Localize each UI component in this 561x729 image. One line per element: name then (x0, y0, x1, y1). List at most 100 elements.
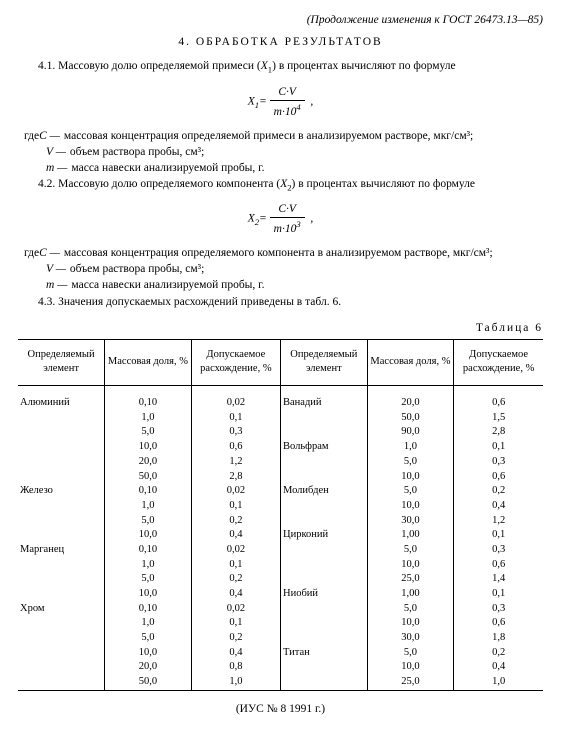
paragraph-4-1: 4.1. Массовую долю определяемой примеси … (18, 58, 543, 75)
f1-den-a: m·10 (274, 105, 297, 117)
table-cell (18, 455, 105, 470)
table-cell: Марганец (18, 543, 105, 558)
definitions-2: где C — массовая концентрация определяем… (24, 245, 543, 293)
table-cell: 0,6 (454, 616, 543, 631)
table-cell: 5,0 (367, 602, 454, 617)
table-cell: 0,1 (454, 587, 543, 602)
table-row: 10,00,4Титан5,00,2 (18, 646, 543, 661)
table-cell: 0,4 (191, 646, 280, 661)
table-cell (281, 514, 368, 529)
f1-fraction: C·V m·104 (270, 84, 305, 120)
f1-eq: = (259, 95, 267, 107)
table-cell: 0,4 (191, 587, 280, 602)
def-C-sym2: C — (39, 245, 60, 261)
table-cell: 1,5 (454, 411, 543, 426)
def-C-txt: массовая концентрация определяемой приме… (60, 128, 473, 144)
table-cell: 1,0 (367, 440, 454, 455)
col-mass-2: Массовая доля, % (367, 339, 454, 385)
def-m-sym: m — (46, 160, 67, 176)
table-cell: 10,0 (105, 646, 192, 661)
def-m-txt2: масса навески анализируемой пробы, г. (67, 277, 264, 293)
table-cell: Ванадий (281, 396, 368, 411)
table-cell (281, 499, 368, 514)
def-V-sym2: V — (46, 261, 66, 277)
table-cell: 0,2 (191, 631, 280, 646)
table-cell: 0,3 (191, 425, 280, 440)
table-cell: 5,0 (367, 484, 454, 499)
table-cell: 1,00 (367, 528, 454, 543)
table-row: Марганец0,100,025,00,3 (18, 543, 543, 558)
table-cell (18, 558, 105, 573)
table-cell: 1,8 (454, 631, 543, 646)
f1-den-exp: 4 (296, 102, 300, 112)
table-cell: 0,4 (191, 528, 280, 543)
table-spacer-row (18, 386, 543, 397)
table-row: 5,00,230,01,8 (18, 631, 543, 646)
table-cell (18, 587, 105, 602)
col-mass-1: Массовая доля, % (105, 339, 192, 385)
table-row: 50,01,025,01,0 (18, 675, 543, 690)
table-cell: 0,4 (454, 499, 543, 514)
table-row: 1,00,150,01,5 (18, 411, 543, 426)
table-row: Железо0,100,02Молибден5,00,2 (18, 484, 543, 499)
f2-lhs: X (248, 213, 255, 225)
table-cell: Титан (281, 646, 368, 661)
f1-den: m·104 (270, 101, 305, 120)
table-cell: 0,2 (191, 572, 280, 587)
table-cell: 0,2 (454, 646, 543, 661)
f1-num: C·V (270, 84, 305, 101)
table-cell: 5,0 (367, 543, 454, 558)
f2-den-a: m·10 (274, 223, 297, 235)
table-cell: 30,0 (367, 514, 454, 529)
table-cell (281, 602, 368, 617)
footer: (ИУС № 8 1991 г.) (18, 701, 543, 717)
table-cell: 0,6 (454, 470, 543, 485)
table-cell (18, 514, 105, 529)
p42-text-a: 4.2. Массовую долю определяемого компоне… (38, 178, 280, 190)
table-cell (281, 455, 368, 470)
table-cell (18, 646, 105, 661)
def-V-txt: объем раствора пробы, см³; (66, 144, 204, 160)
f1-lhs: X (248, 95, 255, 107)
table-cell (281, 558, 368, 573)
table-cell: 1,00 (367, 587, 454, 602)
paragraph-4-2: 4.2. Массовую долю определяемого компоне… (18, 176, 543, 193)
table-cell: 1,2 (454, 514, 543, 529)
table-cell: 50,0 (105, 675, 192, 690)
header-note: (Продолжение изменения к ГОСТ 26473.13—8… (18, 12, 543, 28)
table-cell: 0,4 (454, 660, 543, 675)
table-6: Определяемый элемент Массовая доля, % До… (18, 339, 543, 691)
table-cell: 10,0 (367, 470, 454, 485)
table-cell: 25,0 (367, 572, 454, 587)
table-cell: 20,0 (367, 396, 454, 411)
table-cell: 0,02 (191, 484, 280, 499)
f2-eq: = (259, 213, 267, 225)
table-cell: 50,0 (105, 470, 192, 485)
table-cell: 10,0 (367, 616, 454, 631)
table-cell: 10,0 (105, 587, 192, 602)
table-row: 1,00,110,00,4 (18, 499, 543, 514)
table-row: 5,00,2 25,01,4 (18, 572, 543, 587)
table-cell (18, 425, 105, 440)
p41-var: X (261, 60, 268, 72)
table-cell: 2,8 (191, 470, 280, 485)
table-cell: Железо (18, 484, 105, 499)
table-cell (18, 572, 105, 587)
table-cell (18, 470, 105, 485)
table-cell: 0,2 (454, 484, 543, 499)
table-cell (281, 616, 368, 631)
table-cell (281, 425, 368, 440)
table-label: Таблица 6 (18, 320, 543, 336)
table-row: 10,00,4Ниобий1,000,1 (18, 587, 543, 602)
table-row: 20,00,810,00,4 (18, 660, 543, 675)
table-row: 10,00,4Цирконий1,000,1 (18, 528, 543, 543)
table-cell: 0,6 (454, 396, 543, 411)
col-disc-1: Допускаемое расхождение, % (191, 339, 280, 385)
table-cell (18, 499, 105, 514)
table-cell (281, 631, 368, 646)
table-cell: 1,4 (454, 572, 543, 587)
table-cell (281, 660, 368, 675)
table-cell (281, 543, 368, 558)
table-cell (18, 440, 105, 455)
table-cell: 5,0 (105, 572, 192, 587)
